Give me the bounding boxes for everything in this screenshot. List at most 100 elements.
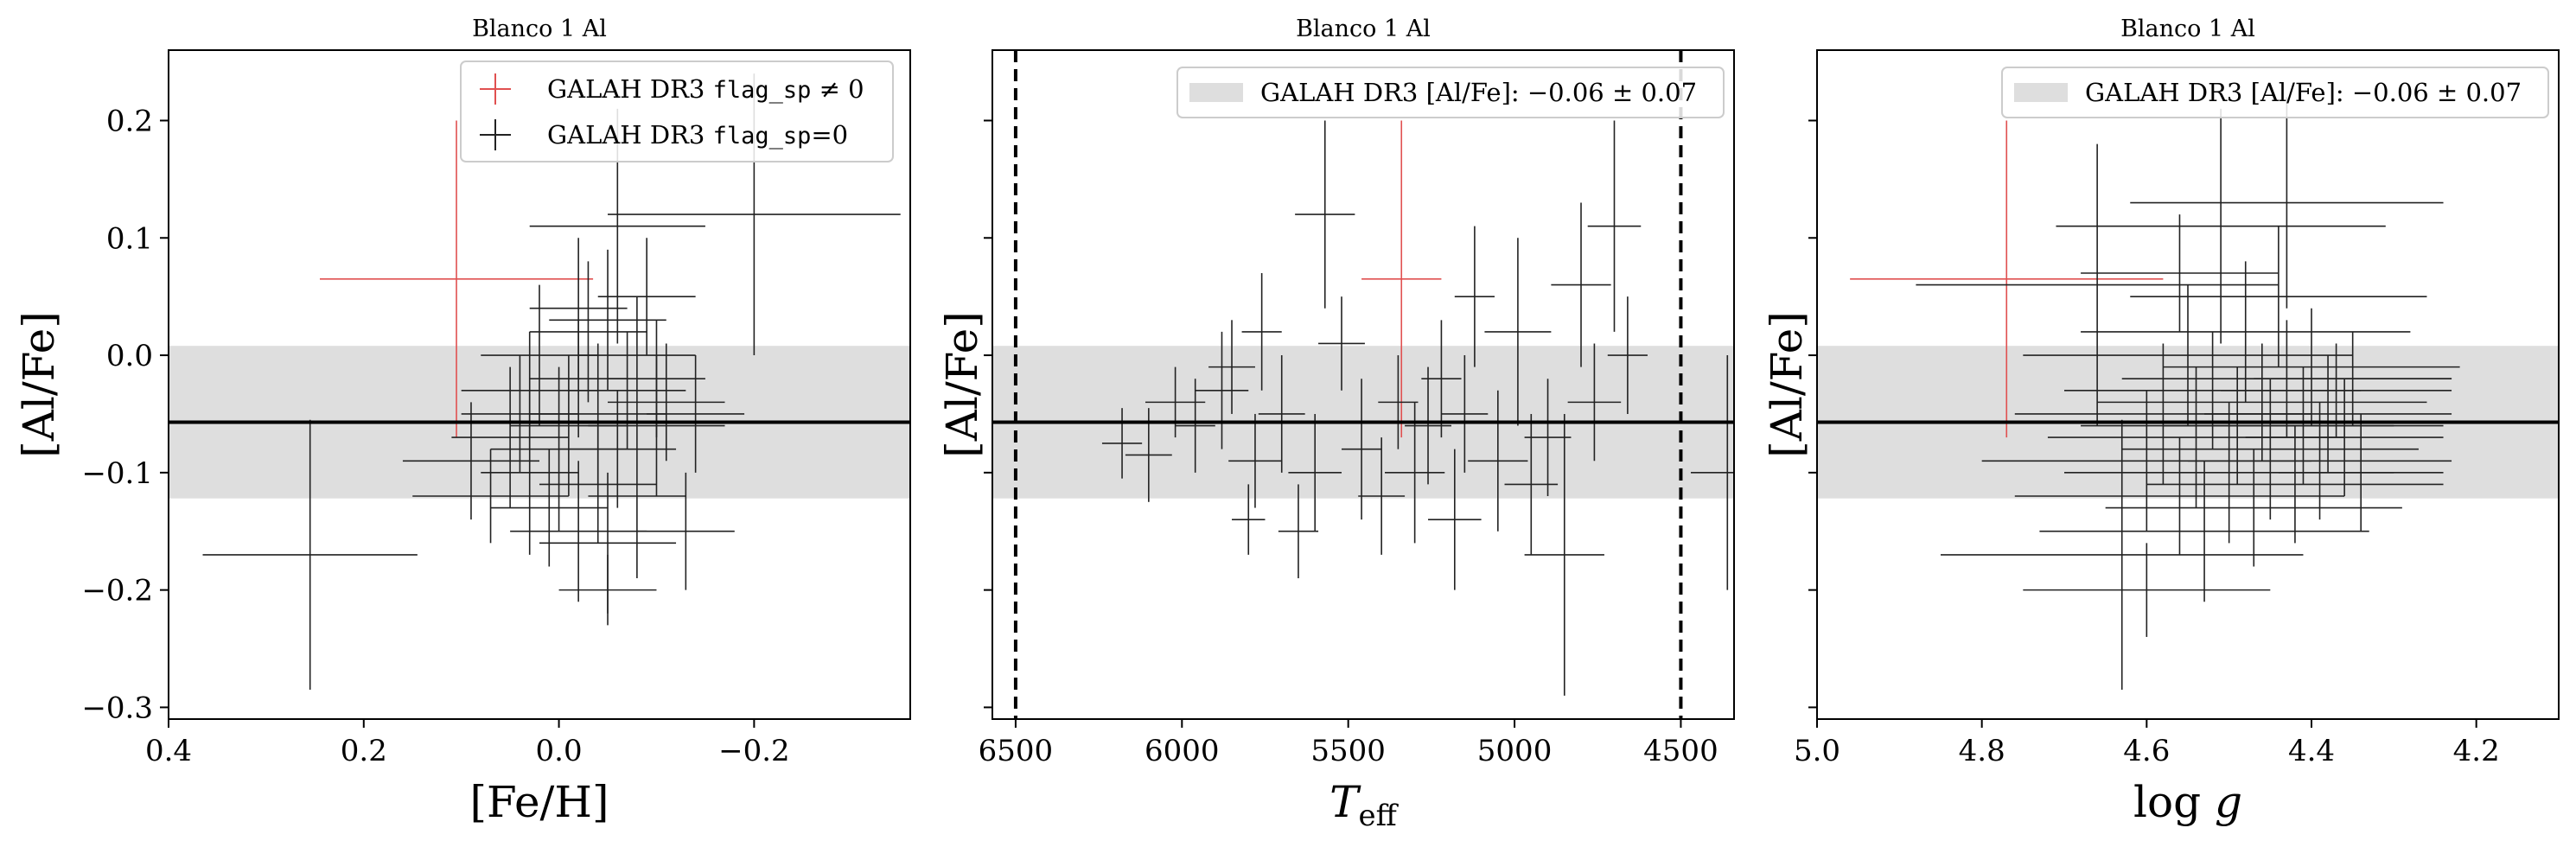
legend-marker	[480, 119, 511, 150]
y-tick-label: 0.0	[106, 339, 153, 373]
star-errorbar	[1441, 355, 1489, 473]
y-tick-label: −0.3	[81, 691, 153, 725]
star-errorbar	[1258, 355, 1305, 473]
legend: GALAH DR3 [Al/Fe]: −0.06 ± 0.07	[1176, 67, 1725, 118]
star-errorbar	[412, 449, 569, 544]
star-errorbar	[1318, 296, 1365, 391]
star-errorbar	[1454, 226, 1495, 367]
chart-title: Blanco 1 Al	[472, 16, 607, 42]
star-errorbar	[2163, 308, 2460, 426]
chart-title: Blanco 1 Al	[2120, 16, 2255, 42]
star-errorbar	[1587, 120, 1642, 332]
star-errorbar	[2146, 425, 2444, 544]
legend-box	[460, 60, 894, 162]
plot-area	[169, 73, 910, 691]
star-errorbar	[2105, 449, 2402, 567]
legend-label: GALAH DR3 flag_sp ≠ 0	[547, 74, 864, 104]
star-errorbar	[2278, 413, 2444, 532]
star-errorbar	[2121, 379, 2419, 520]
star-errorbar	[1358, 437, 1406, 555]
star-errorbar	[1101, 408, 1143, 479]
star-errorbar	[1288, 413, 1342, 532]
star-errorbar	[2245, 379, 2444, 496]
star-errorbar	[1421, 320, 1462, 438]
x-tick-label: 0.0	[536, 734, 583, 768]
star-errorbar	[1378, 355, 1419, 449]
plot-area	[992, 50, 1734, 719]
star-errorbar	[608, 343, 725, 462]
y-tick-label: −0.2	[81, 574, 153, 608]
star-errorbar	[1175, 379, 1215, 473]
legend-label: GALAH DR3 [Al/Fe]: −0.06 ± 0.07	[1260, 78, 1697, 107]
x-tick-label: 4.4	[2288, 734, 2335, 768]
legend-marker	[480, 73, 511, 105]
legend-box	[2001, 67, 2549, 118]
star-errorbar	[1278, 484, 1319, 579]
x-tick-label: 4500	[1643, 734, 1718, 768]
star-errorbar	[1524, 379, 1572, 496]
star-errorbar	[1941, 419, 2304, 691]
star-errorbar	[2163, 366, 2444, 485]
flagged-star-errorbar	[319, 120, 594, 438]
flagged-star-errorbar	[1361, 120, 1442, 438]
star-errorbar	[1232, 484, 1266, 555]
legend: GALAH DR3 flag_sp ≠ 0 GALAH DR3 flag_sp=0	[460, 60, 894, 162]
star-errorbar	[529, 343, 666, 485]
star-errorbar	[2081, 214, 2279, 332]
star-errorbar	[1551, 202, 1611, 367]
star-errorbar	[1195, 331, 1249, 449]
axes-frame	[1816, 49, 2560, 720]
x-tick-label: 5500	[1310, 734, 1386, 768]
star-errorbar	[558, 554, 657, 626]
x-tick-label: −0.2	[718, 734, 790, 768]
flagged-star-errorbar	[1850, 120, 2164, 438]
star-errorbar	[1607, 296, 1648, 414]
y-axis-label: [Al/Fe]	[1762, 311, 1812, 458]
star-errorbar	[1428, 449, 1482, 590]
star-errorbar	[1295, 120, 1355, 309]
chart-title: Blanco 1 Al	[1296, 16, 1431, 42]
star-errorbar	[2056, 108, 2386, 344]
panel-1: 0.4 0.2 0.0 −0.2 0.2 0.1 0.0 −0.1 −0.2 −0.3 Blanco…	[14, 16, 911, 827]
axes-frame	[168, 49, 911, 720]
star-errorbar	[608, 320, 705, 438]
star-errorbar	[1405, 366, 1451, 485]
star-errorbar	[1524, 413, 1604, 696]
star-errorbar	[597, 238, 696, 356]
panel-3: 5.0 4.8 4.6 4.4 4.2 Blanco 1 Al [Al/Fe] log g GA…	[1762, 16, 2560, 827]
legend-label: GALAH DR3 [Al/Fe]: −0.06 ± 0.07	[2085, 78, 2522, 107]
x-tick-label: 6500	[979, 734, 1054, 768]
x-tick-label: 4.8	[1959, 734, 2005, 768]
y-axis-label: [Al/Fe]	[937, 311, 987, 458]
star-errorbar	[578, 296, 696, 414]
x-tick-label: 0.2	[341, 734, 387, 768]
star-errorbar	[2097, 343, 2427, 462]
star-errorbar	[1690, 355, 1734, 590]
x-tick-label: 4.2	[2453, 734, 2500, 768]
axes-frame	[992, 49, 1735, 720]
x-tick-label: 5000	[1477, 734, 1553, 768]
x-tick-label: 6000	[1145, 734, 1220, 768]
legend: GALAH DR3 [Al/Fe]: −0.06 ± 0.07	[2001, 67, 2549, 118]
star-errorbar	[2204, 355, 2452, 473]
legend-patch	[2014, 83, 2068, 102]
panel-2: 6500 6000 5500 5000 4500 Blanco 1 Al [Al/Fe] Te…	[937, 16, 1735, 833]
star-errorbar	[202, 419, 418, 691]
legend-patch	[1189, 83, 1243, 102]
y-tick-label: −0.1	[81, 456, 153, 491]
star-errorbar	[1241, 273, 1282, 391]
x-tick-label: 5.0	[1794, 734, 1840, 768]
star-errorbar	[1567, 343, 1622, 462]
y-axis-label: [Al/Fe]	[14, 311, 64, 458]
star-errorbar	[1484, 238, 1552, 426]
x-tick-label: 0.4	[145, 734, 192, 768]
x-axis-label: log g	[2133, 777, 2242, 827]
star-errorbar	[1228, 413, 1282, 508]
x-axis-label: [Fe/H]	[469, 777, 609, 827]
star-errorbar	[1208, 320, 1255, 414]
star-errorbar	[490, 449, 609, 567]
x-tick-label: 4.6	[2123, 734, 2170, 768]
x-axis-label: Teff	[1329, 777, 1399, 833]
star-errorbar	[647, 355, 745, 473]
